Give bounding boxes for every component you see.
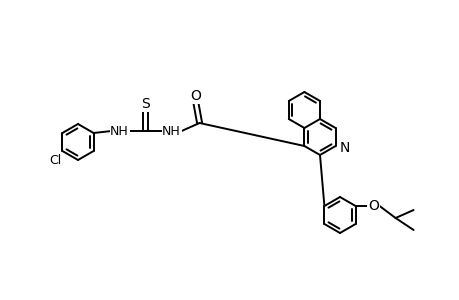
Text: Cl: Cl	[49, 154, 62, 166]
Text: S: S	[141, 97, 150, 111]
Text: O: O	[190, 89, 201, 103]
Text: O: O	[367, 199, 378, 213]
Text: NH: NH	[110, 124, 129, 137]
Text: N: N	[339, 141, 349, 155]
Text: NH: NH	[162, 124, 180, 137]
